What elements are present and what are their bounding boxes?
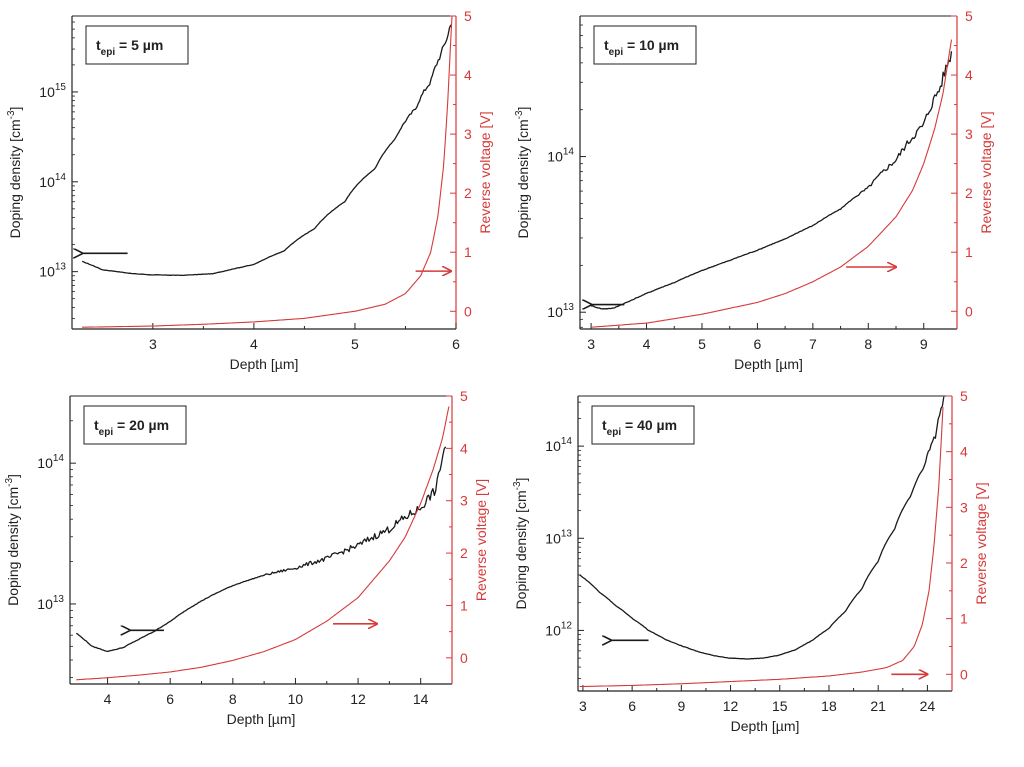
panel-tepi-10um: 3 4 5 6 7 8 9 Depth [µm] 1013 1014 Doping density … xyxy=(514,8,994,372)
panel-label: tepi = 10 µm xyxy=(604,37,679,58)
x-tick-label: 6 xyxy=(166,691,174,707)
x-tick-label: 14 xyxy=(413,691,429,707)
x-axis-label: Depth [µm] xyxy=(227,711,296,727)
x-tick-label: 6 xyxy=(628,698,636,714)
right-y-tick-label: 1 xyxy=(464,244,472,260)
right-y-axis-label: Reverse voltage [V] xyxy=(978,111,994,233)
right-y-tick-label: 2 xyxy=(460,545,468,561)
right-y-tick-label: 0 xyxy=(460,650,468,666)
doping-density-line xyxy=(591,51,953,310)
right-y-tick-label: 1 xyxy=(960,611,968,627)
right-y-tick-label: 2 xyxy=(965,185,973,201)
x-axis-label: Depth [µm] xyxy=(230,356,299,372)
panel-label-box xyxy=(83,405,187,445)
x-tick-label: 18 xyxy=(821,698,837,714)
left-y-tick-label: 1015 xyxy=(39,82,66,100)
left-y-axis-label: Doping density [cm-3] xyxy=(4,474,21,606)
panel-label-box xyxy=(591,405,695,445)
x-tick-label: 7 xyxy=(809,336,817,352)
doping-density-line xyxy=(81,24,452,277)
right-y-tick-label: 5 xyxy=(965,8,973,24)
x-tick-label: 10 xyxy=(288,691,304,707)
x-tick-label: 21 xyxy=(870,698,886,714)
x-tick-label: 9 xyxy=(920,336,928,352)
doping-density-line xyxy=(579,396,945,660)
x-tick-label: 3 xyxy=(587,336,595,352)
right-y-tick-label: 3 xyxy=(460,493,468,509)
left-y-tick-label: 1013 xyxy=(39,262,66,280)
panel-label: tepi = 5 µm xyxy=(96,37,163,58)
left-y-tick-label: 1013 xyxy=(545,528,572,546)
left-y-tick-label: 1014 xyxy=(547,147,574,165)
left-y-tick-label: 1013 xyxy=(37,594,64,612)
x-tick-label: 12 xyxy=(350,691,366,707)
left-y-axis-label: Doping density [cm-3] xyxy=(6,107,23,239)
x-axis-label: Depth [µm] xyxy=(731,718,800,734)
right-y-tick-label: 1 xyxy=(460,597,468,613)
x-tick-label: 5 xyxy=(351,336,359,352)
right-y-axis-label: Reverse voltage [V] xyxy=(477,111,493,233)
panel-tepi-5um: 3 4 5 6 Depth [µm] 1013 1014 1015 Doping density… xyxy=(6,8,493,372)
x-tick-label: 12 xyxy=(723,698,739,714)
x-tick-label: 8 xyxy=(864,336,872,352)
right-y-axis-label: Reverse voltage [V] xyxy=(473,479,489,601)
panel-label-box xyxy=(85,25,189,65)
right-y-tick-label: 4 xyxy=(965,67,973,83)
right-y-axis-label: Reverse voltage [V] xyxy=(973,482,989,604)
left-y-tick-label: 1014 xyxy=(39,172,66,190)
right-y-tick-label: 3 xyxy=(960,499,968,515)
x-tick-label: 6 xyxy=(452,336,460,352)
x-tick-label: 8 xyxy=(229,691,237,707)
panel-label-box xyxy=(593,25,697,65)
right-y-tick-label: 4 xyxy=(464,67,472,83)
right-y-tick-label: 5 xyxy=(960,388,968,404)
x-tick-label: 24 xyxy=(920,698,936,714)
left-y-axis-label: Doping density [cm-3] xyxy=(512,478,529,610)
x-tick-label: 3 xyxy=(149,336,157,352)
right-y-tick-label: 5 xyxy=(464,8,472,24)
x-axis-label: Depth [µm] xyxy=(734,356,803,372)
right-y-tick-label: 5 xyxy=(460,388,468,404)
right-y-tick-label: 2 xyxy=(960,555,968,571)
x-tick-label: 3 xyxy=(579,698,587,714)
reverse-voltage-line xyxy=(579,407,944,688)
panel-label: tepi = 40 µm xyxy=(602,417,677,438)
right-y-tick-label: 0 xyxy=(464,303,472,319)
x-tick-label: 5 xyxy=(698,336,706,352)
reverse-voltage-line xyxy=(591,39,953,328)
left-y-tick-label: 1014 xyxy=(37,453,64,471)
left-y-axis-label: Doping density [cm-3] xyxy=(514,107,531,239)
right-y-tick-label: 2 xyxy=(464,185,472,201)
right-y-tick-label: 4 xyxy=(460,440,468,456)
right-y-tick-label: 0 xyxy=(965,303,973,319)
right-y-tick-label: 0 xyxy=(960,666,968,682)
x-tick-label: 4 xyxy=(643,336,651,352)
reverse-voltage-line xyxy=(76,406,450,681)
left-y-tick-label: 1013 xyxy=(547,302,574,320)
x-tick-label: 9 xyxy=(677,698,685,714)
left-y-tick-label: 1012 xyxy=(545,620,572,638)
reverse-voltage-line xyxy=(82,15,453,328)
panel-label: tepi = 20 µm xyxy=(94,417,169,438)
x-tick-label: 15 xyxy=(772,698,788,714)
right-y-tick-label: 1 xyxy=(965,244,973,260)
right-y-tick-label: 3 xyxy=(965,126,973,142)
left-y-tick-label: 1014 xyxy=(545,436,572,454)
right-y-tick-label: 3 xyxy=(464,126,472,142)
x-tick-label: 4 xyxy=(250,336,258,352)
x-tick-label: 6 xyxy=(754,336,762,352)
doping-density-line xyxy=(75,446,447,652)
right-y-tick-label: 4 xyxy=(960,444,968,460)
x-tick-label: 4 xyxy=(104,691,112,707)
